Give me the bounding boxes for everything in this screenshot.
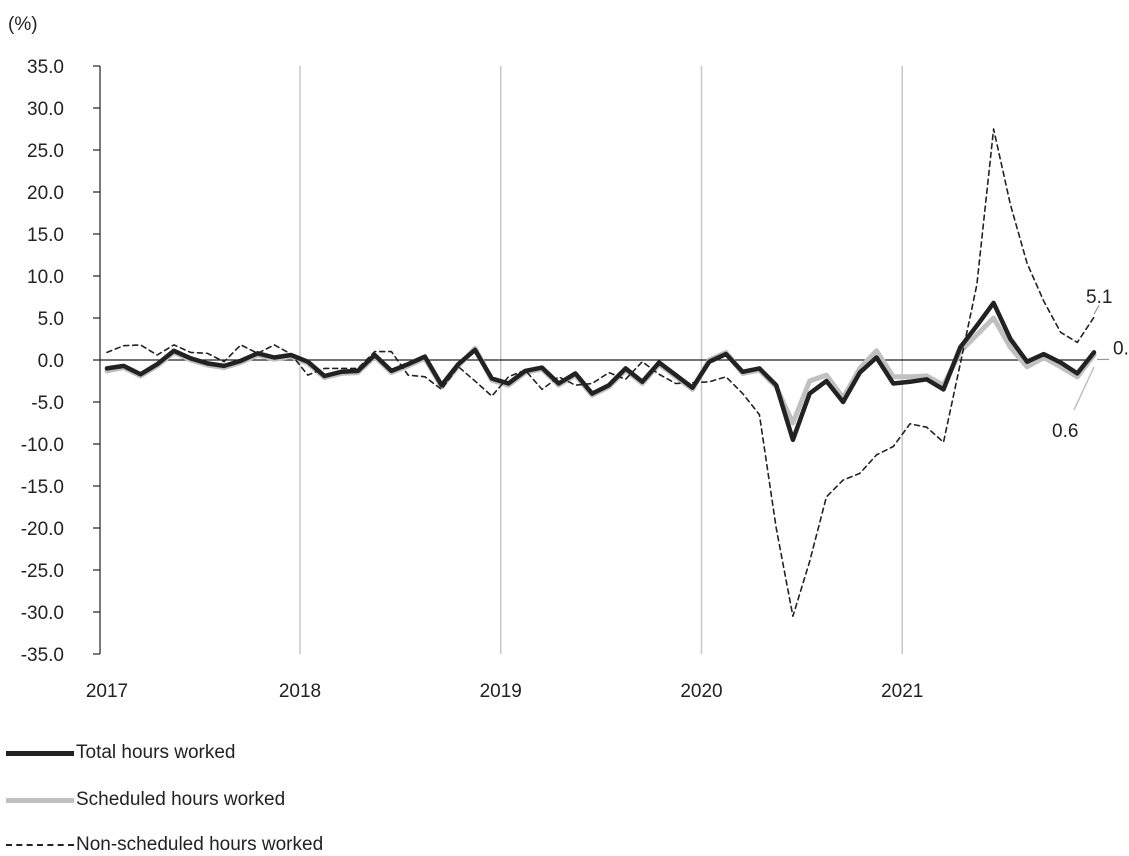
annotation-scheduled-last: 0.6 (1052, 421, 1078, 442)
legend-label-total: Total hours worked (76, 742, 236, 763)
annotation-leader-nonscheduled (1093, 304, 1100, 315)
annotation-total-last: 0.9 (1113, 338, 1129, 359)
y-axis-unit-label: (%) (8, 14, 38, 35)
y-tick-label: -35.0 (21, 645, 64, 666)
legend-label-scheduled: Scheduled hours worked (76, 789, 286, 810)
y-tick-label: 15.0 (27, 225, 64, 246)
legend-item-total: Total hours worked (6, 742, 235, 764)
x-tick-label: 2018 (279, 681, 321, 702)
y-tick-label: -15.0 (21, 477, 64, 498)
y-tick-label: 35.0 (27, 57, 64, 78)
legend-label-nonscheduled: Non-scheduled hours worked (76, 834, 324, 855)
legend-item-scheduled: Scheduled hours worked (6, 789, 285, 811)
series-line-scheduled (104, 315, 1097, 426)
y-tick-label: -20.0 (21, 519, 64, 540)
legend-swatch-total (6, 750, 74, 756)
x-tick-label: 2021 (881, 681, 923, 702)
x-tick-label: 2019 (480, 681, 522, 702)
legend-item-nonscheduled: Non-scheduled hours worked (6, 834, 323, 856)
series-line-total (104, 300, 1097, 443)
y-tick-label: 5.0 (38, 309, 64, 330)
y-tick-label: 10.0 (27, 267, 64, 288)
line-chart: (%) 35.0 30.0 25.0 20.0 15.0 10.0 5.0 0.0 -5.0 -1… (8, 14, 1129, 702)
chart-series (104, 128, 1097, 618)
y-axis-ticks: 35.0 30.0 25.0 20.0 15.0 10.0 5.0 0.0 -5.0 -10.0 -… (21, 57, 100, 666)
y-tick-label: -10.0 (21, 435, 64, 456)
x-tick-label: 2017 (86, 681, 128, 702)
y-tick-label: -30.0 (21, 603, 64, 624)
x-tick-label: 2020 (680, 681, 722, 702)
annotation-leader-scheduled (1073, 366, 1095, 411)
annotation-nonscheduled-last: 5.1 (1086, 287, 1112, 308)
legend-swatch-scheduled (6, 797, 74, 803)
legend-swatch-nonscheduled (6, 844, 74, 846)
chart-annotations: 5.1 0.9 0.6 (1052, 287, 1129, 442)
x-axis-ticks: 2017 2018 2019 2020 2021 (86, 681, 924, 702)
y-tick-label: 25.0 (27, 141, 64, 162)
y-tick-label: -5.0 (31, 393, 64, 414)
series-line-nonscheduled (106, 128, 1095, 618)
y-tick-label: 20.0 (27, 183, 64, 204)
y-tick-label: -25.0 (21, 561, 64, 582)
y-tick-label: 30.0 (27, 99, 64, 120)
y-tick-label: 0.0 (38, 351, 64, 372)
